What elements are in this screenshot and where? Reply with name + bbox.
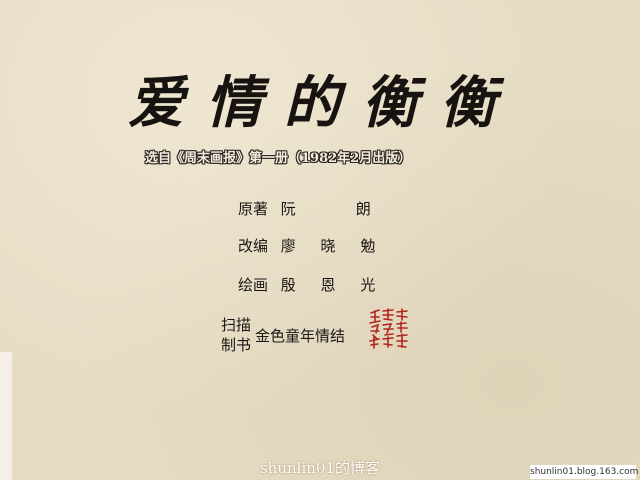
left-edge-strip: [0, 352, 12, 480]
credit-name: 殷 恩 光: [280, 276, 386, 294]
credit-row-author: 原著 阮 朗: [238, 198, 381, 220]
credit-name: 阮 朗: [280, 200, 381, 218]
credit-role: 绘画: [238, 276, 269, 294]
credit-row-adapter: 改编 廖 晓 勉: [238, 235, 385, 257]
credit-role: 原著: [238, 200, 269, 218]
scan-label: 扫描 制书: [221, 315, 253, 355]
credit-row-illustrator: 绘画 殷 恩 光: [238, 274, 385, 296]
seal-stamp-icon: [369, 308, 408, 349]
watermark: shunlin01.blog.163.com: [530, 465, 639, 479]
credit-name: 廖 晓 勉: [280, 237, 386, 255]
subtitle: 选自《周末画报》第一册（1982年2月出版）: [145, 151, 412, 166]
credit-role: 改编: [238, 237, 269, 255]
scan-group-name: 金色童年情结: [255, 327, 346, 345]
scan-label-line2: 制书: [221, 336, 252, 354]
scan-label-line1: 扫描: [221, 316, 252, 334]
page-title: 爱情的衡衡: [128, 70, 518, 136]
blog-name: shunlin01的博客: [259, 459, 381, 477]
